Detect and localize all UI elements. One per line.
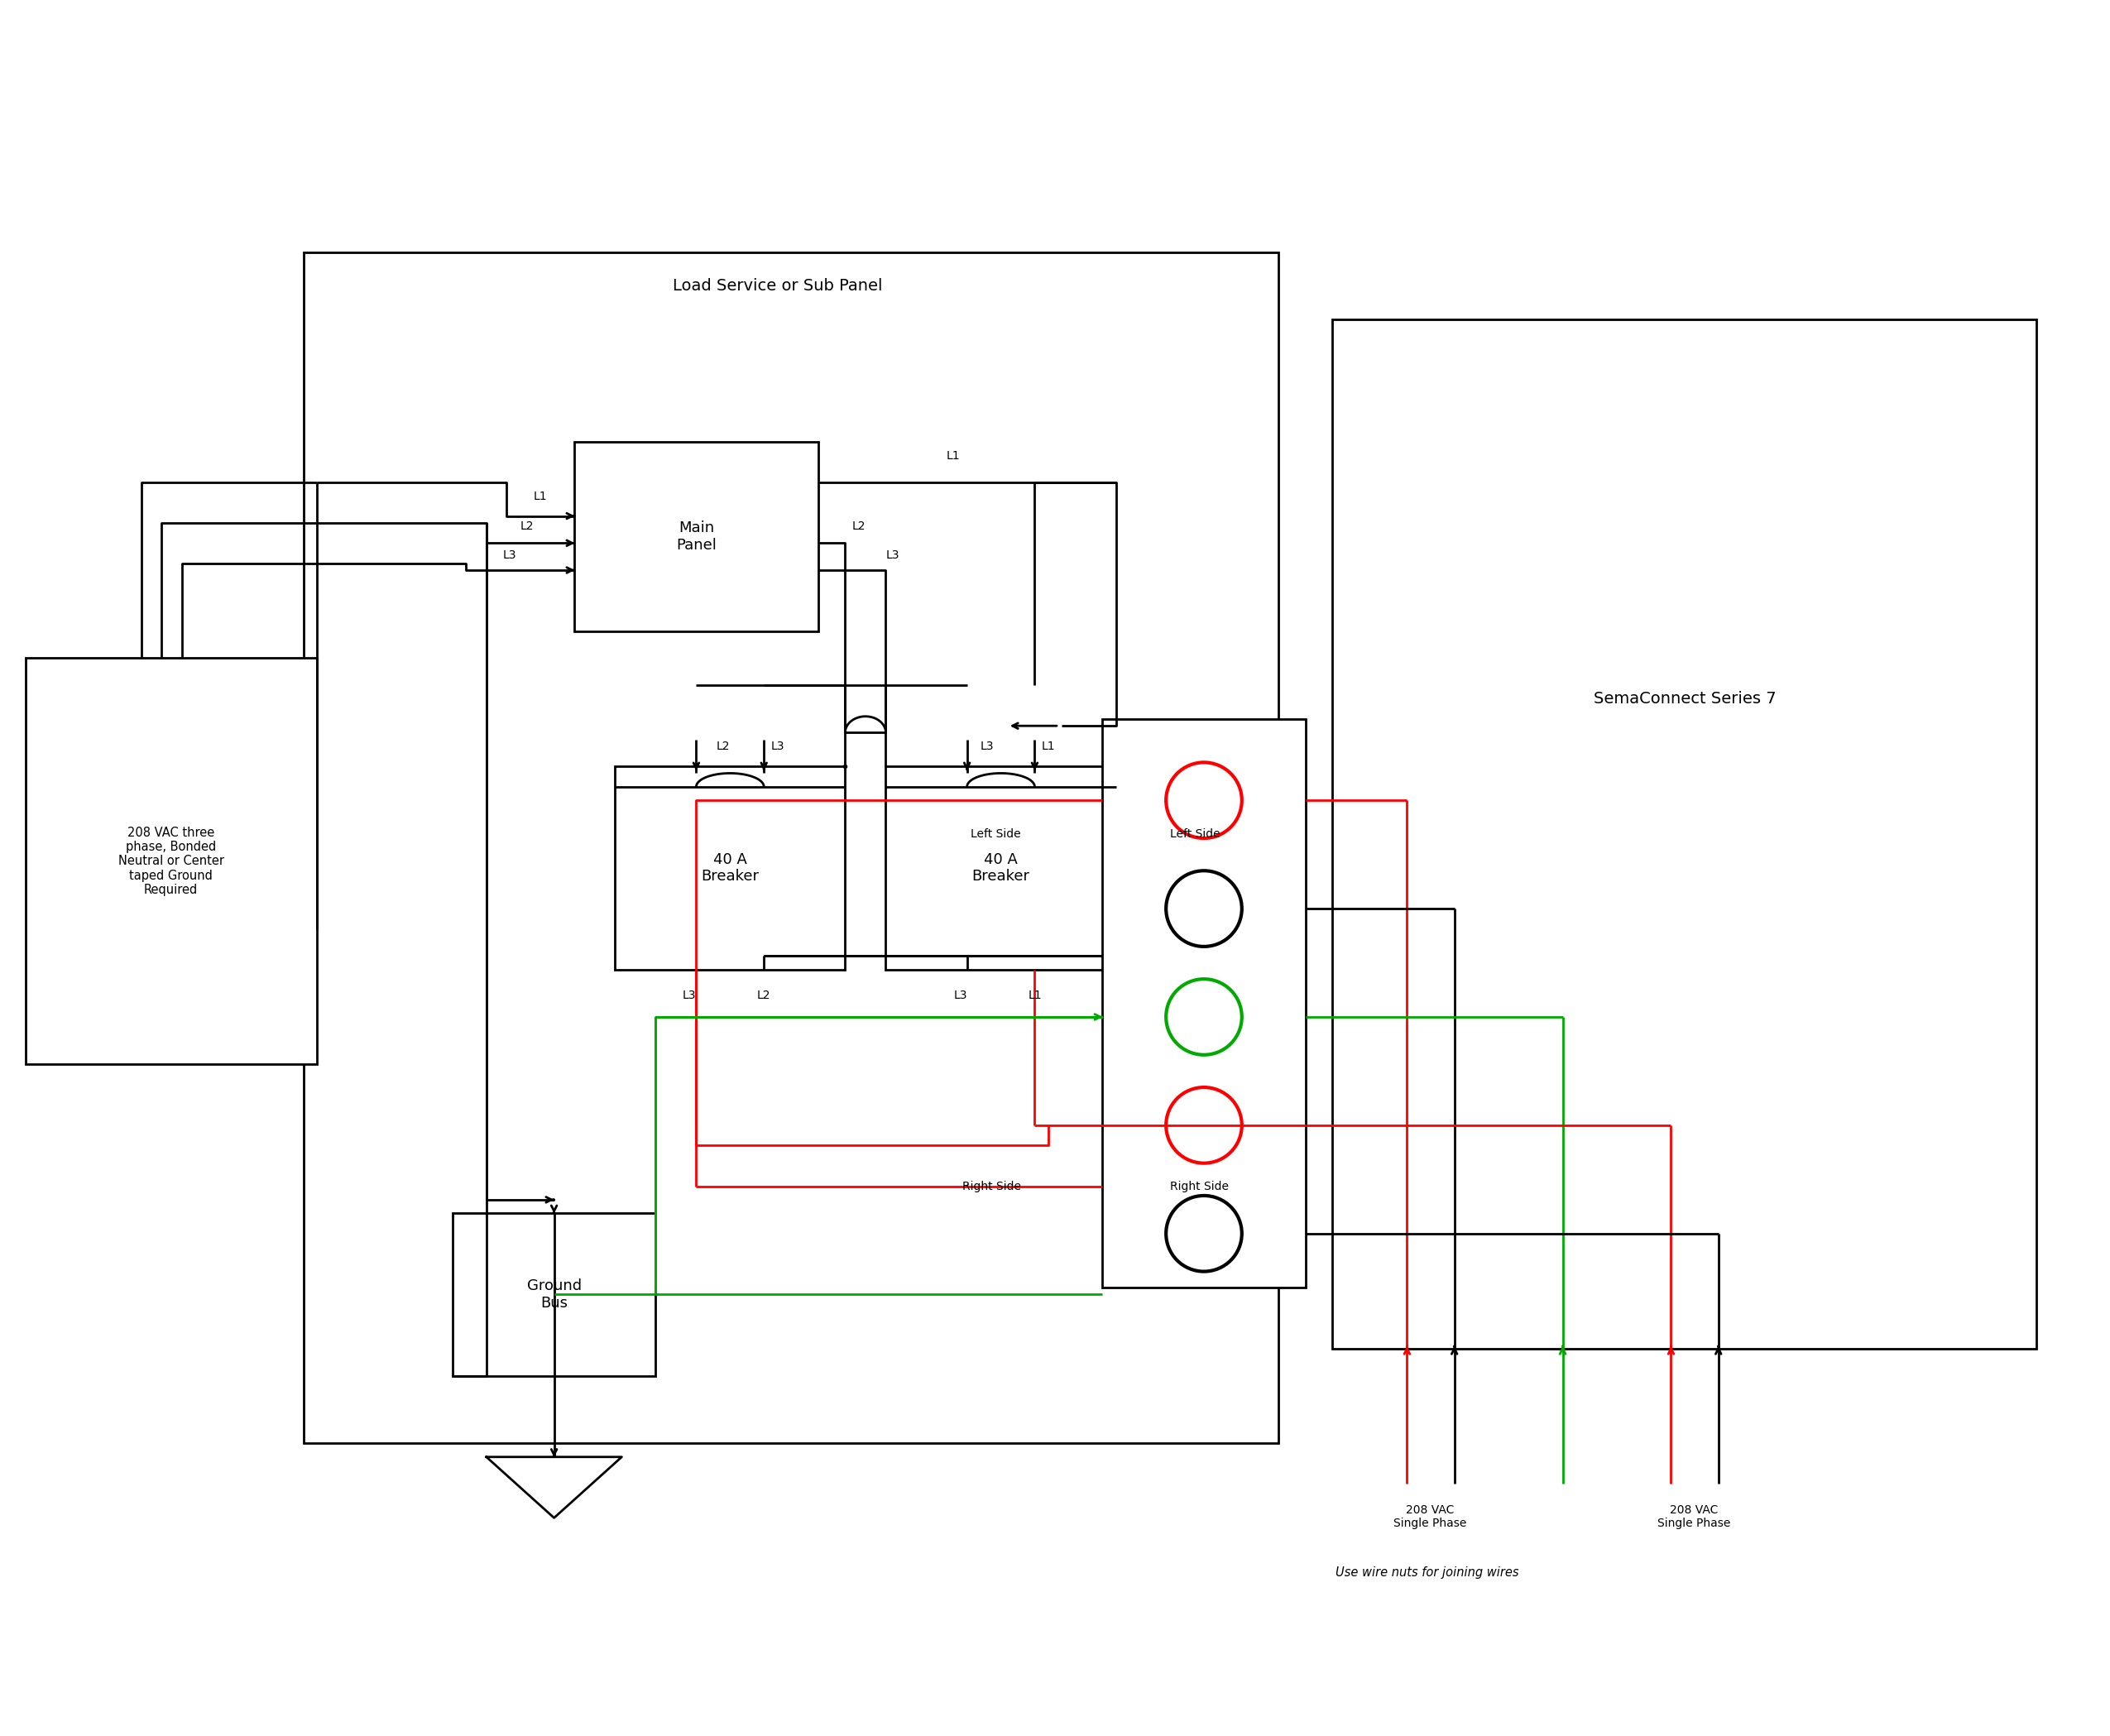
Text: Left Side: Left Side [1171,828,1220,840]
Bar [614,767,846,969]
Bar [1334,319,2036,1349]
Bar [886,767,1116,969]
Bar [452,1213,656,1375]
Bar [25,658,316,1064]
Text: Ground
Bus: Ground Bus [528,1278,582,1311]
Text: 208 VAC three
phase, Bonded
Neutral or Center
taped Ground
Required: 208 VAC three phase, Bonded Neutral or C… [118,826,224,896]
Text: SemaConnect Series 7: SemaConnect Series 7 [1593,691,1777,707]
Text: Main
Panel: Main Panel [675,521,717,552]
Text: L3: L3 [954,990,966,1002]
Text: L1: L1 [534,491,546,502]
Text: L1: L1 [1028,990,1042,1002]
Text: L3: L3 [502,549,517,561]
Text: L1: L1 [947,450,960,462]
Text: Right Side: Right Side [962,1180,1021,1193]
Text: 40 A
Breaker: 40 A Breaker [701,852,760,884]
Text: Load Service or Sub Panel: Load Service or Sub Panel [673,278,882,293]
Bar [574,441,819,632]
Text: Use wire nuts for joining wires: Use wire nuts for joining wires [1336,1566,1519,1578]
Text: L3: L3 [981,740,994,752]
Bar [1101,719,1306,1288]
Text: Left Side: Left Side [971,828,1021,840]
Text: 208 VAC
Single Phase: 208 VAC Single Phase [1658,1505,1730,1529]
Text: 208 VAC
Single Phase: 208 VAC Single Phase [1393,1505,1466,1529]
Text: L2: L2 [757,990,770,1002]
Text: L3: L3 [886,549,899,561]
Text: L1: L1 [1042,740,1055,752]
Text: L2: L2 [852,521,865,533]
Text: L3: L3 [684,990,696,1002]
Text: L2: L2 [521,521,534,533]
Text: L2: L2 [717,740,730,752]
Text: L3: L3 [770,740,785,752]
Text: Right Side: Right Side [1171,1180,1228,1193]
Text: 40 A
Breaker: 40 A Breaker [973,852,1030,884]
Bar [304,252,1279,1443]
